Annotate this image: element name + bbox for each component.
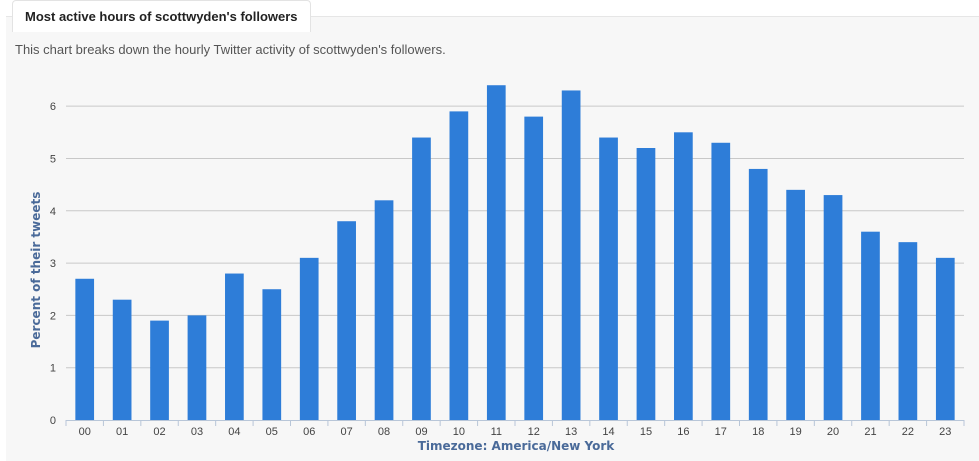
y-tick-label: 0: [50, 415, 56, 427]
bar-15[interactable]: [636, 148, 656, 420]
bar-04[interactable]: [225, 273, 244, 420]
bar-01[interactable]: [112, 299, 132, 420]
bar-18[interactable]: [748, 168, 768, 420]
x-tick-label: 04: [228, 426, 240, 438]
x-tick-label: 09: [415, 426, 427, 438]
x-tick-label: 07: [341, 426, 353, 438]
y-tick-label: 3: [50, 258, 56, 270]
y-tick-label: 5: [50, 153, 56, 165]
y-axis-title: Percent of their tweets: [29, 192, 43, 349]
x-tick-label: 18: [752, 426, 764, 438]
bar-12[interactable]: [524, 116, 544, 420]
x-tick-label: 00: [79, 426, 91, 438]
bar-07[interactable]: [337, 221, 356, 420]
bar-06[interactable]: [299, 257, 319, 420]
x-tick-label: 03: [191, 426, 203, 438]
bar-21[interactable]: [861, 231, 880, 420]
bar-09[interactable]: [412, 137, 431, 421]
bar-22[interactable]: [898, 242, 918, 420]
bar-13[interactable]: [561, 90, 581, 420]
chart-description: This chart breaks down the hourly Twitte…: [15, 42, 446, 57]
x-tick-label: 15: [640, 426, 652, 438]
bar-08[interactable]: [374, 200, 394, 420]
x-tick-label: 21: [864, 426, 876, 438]
bar-00[interactable]: [75, 278, 95, 420]
y-tick-label: 2: [50, 310, 56, 322]
x-axis: 00 01 02 03 04 05 06 07 08 09 10 11 12 13 14 15 16 17 18 19…: [65, 420, 965, 438]
y-tick-label: 4: [50, 206, 56, 218]
chart-tab-title: Most active hours of scottwyden's follow…: [25, 9, 298, 24]
bar-14[interactable]: [599, 137, 618, 421]
x-tick-label: 13: [565, 426, 577, 438]
x-axis-title: Timezone: America/New York: [418, 439, 616, 453]
y-axis-ticks: 0 1 2 3 4 5 6: [50, 101, 56, 427]
x-tick-label: 08: [378, 426, 390, 438]
x-tick-label: 01: [116, 426, 128, 438]
x-tick-label: 20: [827, 426, 839, 438]
bars: [75, 85, 955, 421]
chart-tab[interactable]: Most active hours of scottwyden's follow…: [12, 0, 311, 32]
x-tick-label: 02: [153, 426, 165, 438]
x-tick-label: 17: [715, 426, 727, 438]
x-tick-label: 06: [303, 426, 315, 438]
x-tick-label: 10: [453, 426, 465, 438]
bar-20[interactable]: [823, 195, 843, 420]
bar-11[interactable]: [486, 85, 506, 420]
x-tick-label: 12: [528, 426, 540, 438]
bar-05[interactable]: [262, 289, 282, 420]
x-tick-label: 16: [677, 426, 689, 438]
bar-02[interactable]: [150, 320, 169, 420]
x-tick-label: 05: [266, 426, 278, 438]
bar-10[interactable]: [449, 111, 469, 420]
x-tick-label: 11: [491, 426, 502, 438]
bar-16[interactable]: [674, 132, 693, 421]
y-tick-label: 1: [50, 363, 56, 375]
y-tick-label: 6: [50, 101, 56, 113]
x-tick-label: 14: [602, 426, 614, 438]
x-tick-label: 19: [790, 426, 802, 438]
grid-lines: [66, 105, 964, 369]
bar-23[interactable]: [935, 257, 955, 420]
bar-17[interactable]: [711, 142, 731, 420]
x-tick-label: 23: [939, 426, 951, 438]
x-tick-label: 22: [902, 426, 914, 438]
bar-19[interactable]: [786, 189, 805, 420]
bar-03[interactable]: [187, 315, 207, 420]
